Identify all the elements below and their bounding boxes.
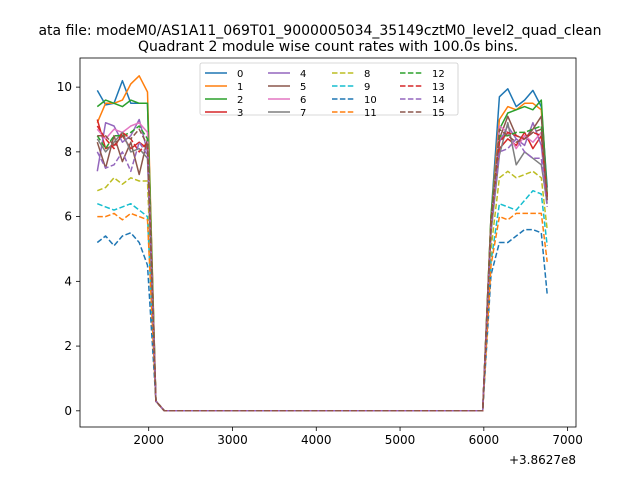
legend-label-5: 5 <box>300 82 306 93</box>
legend-label-12: 12 <box>432 69 445 80</box>
legend-label-11: 11 <box>364 108 377 119</box>
x-tick-label: 7000 <box>552 433 583 447</box>
legend-frame <box>199 62 459 116</box>
chart-title: Quadrant 2 module wise count rates with … <box>138 39 518 55</box>
chart-suptitle: ata file: modeM0/AS1A11_069T01_900000503… <box>38 23 601 39</box>
legend-label-2: 2 <box>237 95 243 106</box>
y-tick-label: 10 <box>57 80 72 94</box>
legend-label-15: 15 <box>432 108 445 119</box>
series-line-15 <box>97 128 548 412</box>
y-tick-label: 8 <box>64 145 72 159</box>
legend-label-0: 0 <box>237 69 243 80</box>
x-tick-label: 5000 <box>385 433 416 447</box>
legend-label-14: 14 <box>432 95 445 106</box>
plot-frame <box>79 57 577 428</box>
legend-label-8: 8 <box>364 69 370 80</box>
legend-label-3: 3 <box>237 108 243 119</box>
legend-label-10: 10 <box>364 95 377 106</box>
plot-background <box>80 58 576 427</box>
x-tick-label: 3000 <box>217 433 248 447</box>
series-line-11 <box>97 212 548 412</box>
y-tick-label: 6 <box>64 210 72 224</box>
y-tick-label: 2 <box>64 339 72 353</box>
y-tick-label: 4 <box>64 274 72 288</box>
legend-label-13: 13 <box>432 82 445 93</box>
series-layer <box>96 75 548 412</box>
x-tick-label: 6000 <box>469 433 500 447</box>
y-axis: 0 2 4 6 8 10 <box>57 80 80 418</box>
series-line-14 <box>96 138 548 412</box>
legend-label-9: 9 <box>364 82 370 93</box>
legend-label-4: 4 <box>300 69 306 80</box>
x-tick-label: 4000 <box>301 433 332 447</box>
x-tick-label: 2000 <box>133 433 164 447</box>
legend-label-1: 1 <box>237 82 243 93</box>
legend-label-7: 7 <box>300 108 306 119</box>
x-axis: 2000 3000 4000 5000 6000 7000 <box>133 427 583 447</box>
legend-label-6: 6 <box>300 95 306 106</box>
x-offset-label: +3.8627e8 <box>509 453 576 467</box>
y-tick-label: 0 <box>64 404 72 418</box>
